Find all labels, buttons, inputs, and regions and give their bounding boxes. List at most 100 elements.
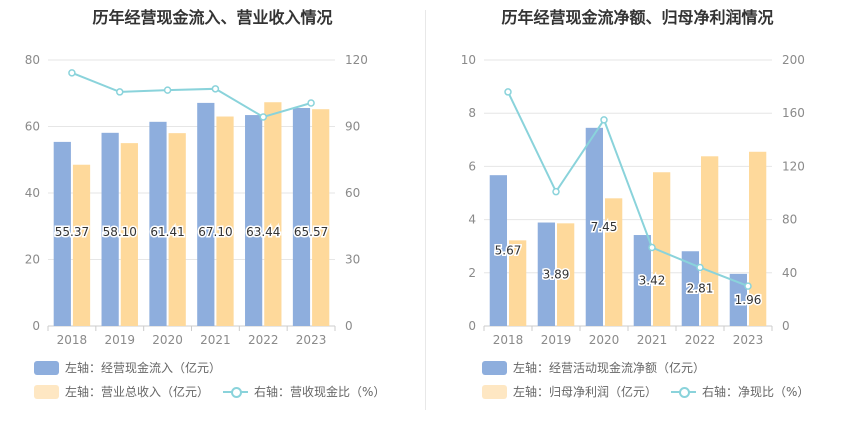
- bar-data-label: 58.10: [103, 225, 137, 239]
- y-left-tick-label: 80: [25, 53, 40, 67]
- bar-primary: [292, 107, 311, 326]
- y-right-tick-label: 90: [345, 120, 360, 134]
- bar-secondary: [557, 223, 575, 326]
- line-point: [648, 243, 656, 252]
- legend-label: 右轴：营收现金比（%）: [254, 385, 386, 399]
- y-left-tick-label: 60: [25, 120, 40, 134]
- chart-title: 历年经营现金流净额、归母净利润情况: [501, 8, 774, 27]
- legend-swatch: [482, 360, 507, 375]
- y-left-tick-label: 0: [468, 319, 476, 333]
- y-left-tick-label: 40: [25, 186, 40, 200]
- x-tick-label: 2019: [541, 333, 572, 347]
- bar-secondary: [509, 240, 527, 326]
- chart-panel-cash-inflow: 历年经营现金流入、营业收入情况 0 20 40 60 80 0 30 60 90 120 2018 2…: [25, 8, 399, 400]
- legend-label: 左轴：归母净利润（亿元）: [513, 385, 658, 399]
- line-point: [307, 99, 315, 107]
- y-right-tick-label: 80: [782, 213, 797, 227]
- line-point: [744, 282, 752, 290]
- y-right-tick-label: 160: [782, 106, 805, 120]
- legend-label: 右轴：净现比（%）: [702, 385, 810, 399]
- legend-swatch: [34, 384, 59, 399]
- y-left-tick-label: 0: [32, 319, 40, 333]
- bar-primary: [681, 251, 699, 326]
- legend-label: 左轴：经营现金流入（亿元）: [65, 361, 222, 375]
- bar-data-label: 67.10: [198, 225, 232, 239]
- chart-canvas: 0 2 4 6 8 10 0 40 80 120 160 200 2018 2019 2020 2021 202…: [461, 53, 805, 347]
- bar-secondary: [312, 109, 330, 327]
- legend-line-swatch: [223, 385, 249, 399]
- legend-item-cash-inflow[interactable]: 左轴：经营现金流入（亿元）: [34, 359, 221, 376]
- legend-label: 左轴：经营活动现金流净额（亿元）: [513, 361, 706, 375]
- y-left-tick-label: 4: [468, 213, 476, 227]
- bar-data-label: 2.81: [687, 282, 714, 296]
- bar-secondary: [749, 151, 767, 326]
- y-right-tick-label: 30: [345, 253, 360, 267]
- y-left-tick-label: 10: [461, 53, 476, 67]
- line-point: [552, 187, 560, 196]
- bar-data-label: 7.45: [591, 220, 618, 234]
- x-tick-label: 2022: [248, 333, 279, 347]
- x-tick-label: 2020: [589, 333, 620, 347]
- line-series: [71, 71, 312, 119]
- panel-divider: [425, 10, 426, 410]
- line-point: [68, 69, 76, 77]
- y-right-tick-label: 40: [782, 266, 797, 280]
- bar-primary: [585, 127, 603, 326]
- bar-data-label: 5.67: [495, 244, 522, 258]
- x-tick-label: 2022: [685, 333, 716, 347]
- bar-primary: [537, 222, 555, 326]
- legend-line-swatch: [671, 385, 697, 399]
- line-point: [504, 88, 512, 96]
- y-left-tick-label: 20: [25, 253, 40, 267]
- bar-secondary: [216, 116, 234, 327]
- legend-item-net-cash[interactable]: 左轴：经营活动现金流净额（亿元）: [482, 359, 705, 376]
- y-right-tick-label: 120: [345, 53, 368, 67]
- x-tick-label: 2023: [296, 333, 327, 347]
- bar-secondary: [653, 172, 671, 326]
- bar-primary: [101, 132, 119, 326]
- bar-primary: [633, 235, 651, 326]
- bar-data-label: 65.57: [294, 225, 328, 239]
- line-point: [116, 88, 124, 96]
- x-tick-label: 2021: [200, 333, 231, 347]
- y-left-tick-label: 8: [468, 106, 476, 120]
- legend-item-revenue[interactable]: 左轴：营业总收入（亿元）: [34, 383, 209, 400]
- legend-item-net-profit[interactable]: 左轴：归母净利润（亿元）: [482, 383, 657, 400]
- y-left-tick-label: 2: [468, 266, 476, 280]
- legend-item-cash-ratio[interactable]: 右轴：营收现金比（%）: [223, 383, 385, 400]
- bar-secondary: [701, 156, 719, 326]
- bar-data-label: 3.89: [543, 267, 570, 281]
- bar-secondary: [120, 143, 138, 326]
- legend-row-2: 左轴：归母净利润（亿元） 右轴：净现比（%）: [482, 383, 823, 400]
- line-point: [600, 116, 608, 124]
- legend-label: 左轴：营业总收入（亿元）: [65, 385, 210, 399]
- bar-primary: [53, 141, 71, 326]
- legend-row-1: 左轴：经营现金流入（亿元）: [34, 359, 235, 376]
- bar-data-label: 63.44: [246, 225, 280, 239]
- bar-primary: [489, 175, 507, 326]
- y-right-tick-label: 200: [782, 53, 805, 67]
- bar-data-label: 61.41: [150, 225, 184, 239]
- bar-primary: [729, 273, 747, 326]
- bar-primary: [149, 121, 167, 326]
- x-tick-label: 2021: [637, 333, 668, 347]
- line-point: [696, 263, 704, 272]
- x-tick-label: 2020: [152, 333, 183, 347]
- chart-canvas: 0 20 40 60 80 0 30 60 90 120 2018 2019 2020 2021 2022 2…: [25, 53, 368, 347]
- bar-data-label: 55.37: [55, 225, 89, 239]
- legend-item-net-cash-ratio[interactable]: 右轴：净现比（%）: [671, 383, 809, 400]
- y-right-tick-label: 60: [345, 186, 360, 200]
- bar-primary: [245, 115, 263, 326]
- legend-swatch: [34, 360, 59, 375]
- legend-row-2: 左轴：营业总收入（亿元） 右轴：营收现金比（%）: [34, 383, 399, 400]
- y-left-tick-label: 6: [468, 159, 476, 173]
- bar-secondary: [72, 164, 91, 326]
- bar-secondary: [605, 198, 623, 326]
- line-point: [211, 85, 220, 93]
- bar-secondary: [264, 102, 282, 326]
- chart-panel-net-cash: 历年经营现金流净额、归母净利润情况 0 2 4 6 8 10 0 40 80 120 160 200 2…: [425, 0, 850, 437]
- x-tick-label: 2019: [104, 333, 135, 347]
- bar-primary: [197, 102, 215, 326]
- x-tick-label: 2023: [733, 333, 764, 347]
- bar-data-label: 3.42: [639, 274, 666, 288]
